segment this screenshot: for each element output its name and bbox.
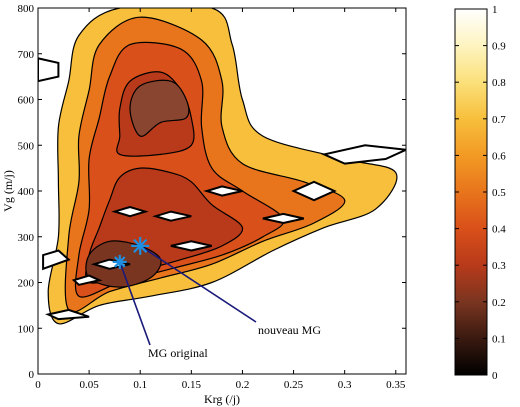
colorbar-tick-label: 0.3	[492, 260, 506, 272]
colorbar-ticks: 0 0.1 0.2 0.3 0.4 0.5 0.6 0.7 0.8 0.9 1	[455, 4, 506, 382]
x-tick-label: 0.1	[133, 379, 147, 391]
colorbar-tick-label: 0.2	[492, 297, 506, 309]
contour-hole-0	[42, 249, 71, 271]
y-axis-title: Vg (m/j)	[1, 170, 15, 212]
contour-hole-5	[291, 180, 337, 202]
colorbar-tick-label: 0.1	[492, 333, 506, 345]
x-tick-label: 0.25	[284, 379, 304, 391]
y-tick-label: 200	[18, 278, 35, 290]
colorbar-tick-label: 0.7	[492, 114, 506, 126]
colorbar-tick-label: 0.5	[492, 187, 506, 199]
y-tick-label: 300	[18, 232, 35, 244]
colorbar-tick-label: 1	[492, 4, 498, 16]
y-tick-label: 700	[18, 49, 35, 61]
annotation-arrow	[139, 245, 257, 323]
contour-hole-4	[203, 185, 243, 197]
x-tick-label: 0	[35, 379, 41, 391]
annotation-label: MG original	[148, 346, 208, 360]
colorbar-tick-label: 0.4	[492, 224, 506, 236]
contour-hole-3	[152, 210, 192, 222]
y-tick-label: 600	[18, 95, 35, 107]
colorbar-tick-label: 0.9	[492, 41, 506, 53]
contour-hole-2	[111, 205, 149, 218]
x-axis-ticks: 0 0.05 0.1 0.15 0.2 0.25 0.3 0.35	[35, 8, 406, 391]
contour-hole-6	[262, 212, 305, 225]
x-tick-label: 0.35	[386, 379, 406, 391]
colorbar-tick-label: 0.8	[492, 77, 506, 89]
contour-region-6	[129, 79, 190, 137]
contour-hole-11	[38, 57, 60, 83]
x-tick-label: 0.2	[236, 379, 250, 391]
colorbar	[454, 8, 488, 376]
y-tick-label: 800	[18, 3, 35, 15]
y-tick-label: 400	[18, 186, 35, 198]
contour-hole-10	[321, 144, 406, 165]
x-tick-label: 0.3	[338, 379, 352, 391]
x-tick-label: 0.15	[182, 379, 202, 391]
y-tick-label: 500	[18, 140, 35, 152]
contour-hole-1	[71, 274, 103, 286]
y-axis-ticks: 0 100 200 300 400 500 600 700 800	[18, 3, 406, 381]
annotation-star-marker	[133, 238, 148, 253]
contour-hole-7	[170, 240, 213, 252]
colorbar-tick-label: 0.6	[492, 150, 506, 162]
annotations: nouveau MG MG original	[112, 236, 321, 360]
annotation-arrow	[119, 261, 151, 346]
y-tick-label: 100	[18, 323, 35, 335]
annotation-label: nouveau MG	[258, 323, 321, 337]
y-tick-label: 0	[29, 369, 35, 381]
colorbar-tick-label: 0	[492, 370, 498, 382]
x-axis-title: Krg (/j)	[204, 392, 240, 406]
contour-holes	[38, 57, 406, 321]
annotation-star-marker	[114, 256, 126, 268]
x-tick-label: 0.05	[79, 379, 99, 391]
contour-hole-9	[45, 308, 90, 321]
